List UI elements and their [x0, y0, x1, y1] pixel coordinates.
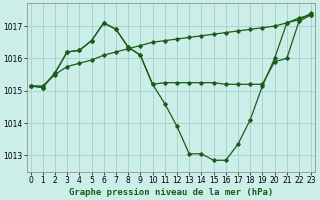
X-axis label: Graphe pression niveau de la mer (hPa): Graphe pression niveau de la mer (hPa) [69, 188, 273, 197]
